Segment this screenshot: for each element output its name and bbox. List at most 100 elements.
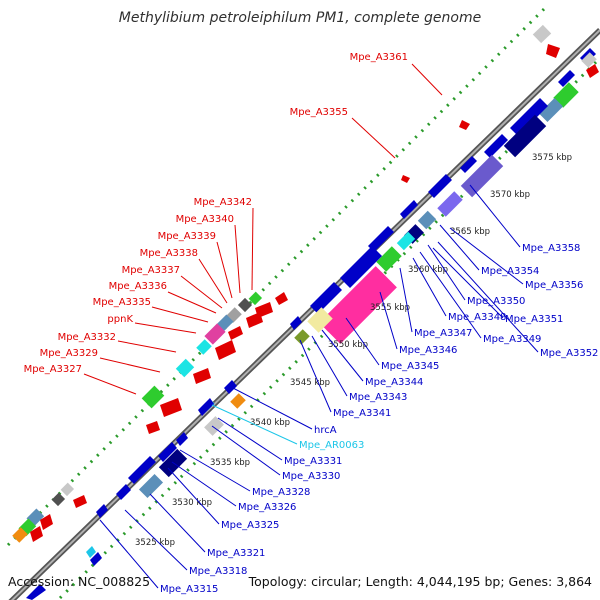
gene-mpe-a3330[interactable] bbox=[204, 416, 224, 436]
gene-blue-i[interactable] bbox=[176, 432, 188, 446]
gene-mpe-a3341[interactable] bbox=[294, 329, 310, 345]
gene-mpe-a3340[interactable] bbox=[246, 312, 263, 328]
gene-label-leader-line bbox=[149, 493, 206, 553]
kbp-tick-label: 3545 kbp bbox=[290, 378, 330, 388]
gene-label[interactable]: Mpe_A3343 bbox=[349, 392, 407, 403]
gene-green-4[interactable] bbox=[553, 82, 579, 108]
gene-blue-k[interactable] bbox=[26, 584, 46, 600]
gene-red-6[interactable] bbox=[586, 64, 599, 78]
gene-label[interactable]: Mpe_A3321 bbox=[207, 548, 265, 559]
gene-blue-h[interactable] bbox=[368, 226, 394, 252]
gene-label[interactable]: Mpe_A3339 bbox=[158, 231, 216, 242]
gene-label[interactable]: Mpe_A3340 bbox=[176, 214, 234, 225]
gene-label[interactable]: Mpe_AR0063 bbox=[299, 440, 364, 451]
gene-mpe-a3344[interactable] bbox=[307, 307, 333, 333]
gene-label[interactable]: Mpe_A3336 bbox=[109, 281, 167, 292]
gene-dark-gray-2[interactable] bbox=[51, 492, 66, 507]
gene-label[interactable]: Mpe_A3338 bbox=[140, 248, 198, 259]
gene-red-5[interactable] bbox=[30, 526, 43, 542]
gene-mpe-a3348[interactable] bbox=[376, 246, 402, 272]
gene-mpe-a3332[interactable] bbox=[175, 358, 195, 378]
gene-mpe-a3346[interactable] bbox=[319, 266, 397, 344]
gene-red-3[interactable] bbox=[73, 495, 87, 508]
gene-label[interactable]: Mpe_A3329 bbox=[40, 348, 98, 359]
gene-label[interactable]: Mpe_A3345 bbox=[381, 361, 439, 372]
gene-label[interactable]: Mpe_A3341 bbox=[333, 408, 391, 419]
gene-mpe-a3331[interactable] bbox=[198, 398, 214, 416]
gene-label-leader-line bbox=[167, 291, 217, 314]
gene-gray-2[interactable] bbox=[60, 482, 75, 497]
gene-label[interactable]: Mpe_A3331 bbox=[284, 456, 342, 467]
gene-mpe-a3318[interactable] bbox=[96, 504, 108, 518]
gene-mpe-a3347[interactable] bbox=[340, 246, 382, 288]
gene-label[interactable]: Mpe_A3352 bbox=[540, 348, 598, 359]
gene-mpe-a3355[interactable] bbox=[401, 175, 410, 183]
gene-label[interactable]: Mpe_A3315 bbox=[160, 584, 218, 595]
gene-label[interactable]: Mpe_A3332 bbox=[58, 332, 116, 343]
gene-label[interactable]: Mpe_A3348 bbox=[448, 312, 506, 323]
gene-label[interactable]: Mpe_A3361 bbox=[350, 52, 408, 63]
gene-label[interactable]: Mpe_A3355 bbox=[290, 107, 348, 118]
gene-label[interactable]: Mpe_A3327 bbox=[24, 364, 82, 375]
gene-red-1[interactable] bbox=[275, 292, 288, 305]
gene-label[interactable]: Mpe_A3350 bbox=[467, 296, 525, 307]
gene-orange-2[interactable] bbox=[230, 393, 246, 409]
gene-label[interactable]: Mpe_A3351 bbox=[505, 314, 563, 325]
gene-blue-g[interactable] bbox=[400, 200, 418, 219]
gene-blue-b[interactable] bbox=[558, 70, 575, 87]
gene-blue-d[interactable] bbox=[484, 134, 508, 158]
gene-mpe-a3325[interactable] bbox=[138, 473, 164, 499]
gene-green[interactable] bbox=[248, 291, 263, 306]
gene-hrca[interactable] bbox=[224, 380, 237, 394]
gene-label[interactable]: Mpe_A3349 bbox=[483, 334, 541, 345]
gene-mpe-a3315[interactable] bbox=[90, 552, 102, 566]
gene-label[interactable]: Mpe_A3328 bbox=[252, 487, 310, 498]
gene-label[interactable]: hrcA bbox=[314, 425, 337, 436]
gene-mpe-a3335[interactable] bbox=[215, 340, 236, 360]
gene-label[interactable]: Mpe_A3342 bbox=[194, 197, 252, 208]
gene-mpe-a3343[interactable] bbox=[290, 316, 302, 330]
gene-blue-c[interactable] bbox=[510, 98, 548, 136]
gene-gray-3[interactable] bbox=[581, 52, 597, 68]
gene-navy[interactable] bbox=[503, 114, 547, 158]
gene-label[interactable]: Mpe_A3335 bbox=[93, 297, 151, 308]
gene-red-2[interactable] bbox=[146, 421, 160, 434]
gene-label[interactable]: Mpe_A3347 bbox=[414, 328, 472, 339]
gene-ppnk[interactable] bbox=[196, 339, 212, 355]
gene-mpe-a3361[interactable] bbox=[546, 44, 560, 58]
gene-label[interactable]: Mpe_A3356 bbox=[525, 280, 583, 291]
gene-mpe-a3356[interactable] bbox=[437, 191, 463, 217]
gene-gray[interactable] bbox=[532, 24, 552, 44]
gene-mpe-a3329[interactable] bbox=[193, 368, 211, 384]
gene-mpe-a3350[interactable] bbox=[396, 231, 416, 251]
gene-mpe-a3337[interactable] bbox=[228, 326, 243, 340]
gene-label-leader-line bbox=[99, 519, 159, 589]
gene-dark-gray[interactable] bbox=[237, 297, 253, 313]
gene-label[interactable]: Mpe_A3346 bbox=[399, 345, 457, 356]
gene-orange[interactable] bbox=[12, 527, 28, 543]
gene-green-2[interactable] bbox=[141, 385, 165, 409]
gene-label[interactable]: Mpe_A3344 bbox=[365, 377, 423, 388]
gene-mpe-a3354[interactable] bbox=[417, 210, 437, 230]
gene-mpe-a3345[interactable] bbox=[310, 282, 342, 314]
gene-mpe-a3327[interactable] bbox=[160, 398, 182, 417]
gene-blue-f[interactable] bbox=[428, 174, 452, 198]
gene-label[interactable]: Mpe_A3318 bbox=[189, 566, 247, 577]
gene-label-leader-line bbox=[345, 317, 380, 366]
gene-blue-e[interactable] bbox=[460, 156, 477, 173]
gene-mpe-a3321[interactable] bbox=[116, 484, 131, 500]
gene-mpe-a3328[interactable] bbox=[158, 442, 177, 462]
gene-rna-2[interactable] bbox=[86, 546, 96, 558]
gene-label[interactable]: Mpe_A3358 bbox=[522, 243, 580, 254]
gene-label[interactable]: Mpe_A3337 bbox=[122, 265, 180, 276]
gene-label[interactable]: Mpe_A3330 bbox=[282, 471, 340, 482]
gene-mpe-a3336[interactable] bbox=[204, 323, 226, 345]
gene-label[interactable]: Mpe_A3354 bbox=[481, 266, 539, 277]
gene-blue-j[interactable] bbox=[128, 456, 156, 484]
gene-small-a[interactable] bbox=[459, 120, 470, 130]
gene-label[interactable]: Mpe_A3325 bbox=[221, 520, 279, 531]
gene-blue-gray-2[interactable] bbox=[538, 97, 564, 123]
gene-red-4[interactable] bbox=[40, 514, 53, 530]
gene-label[interactable]: Mpe_A3326 bbox=[238, 502, 296, 513]
gene-label[interactable]: ppnK bbox=[107, 314, 133, 325]
